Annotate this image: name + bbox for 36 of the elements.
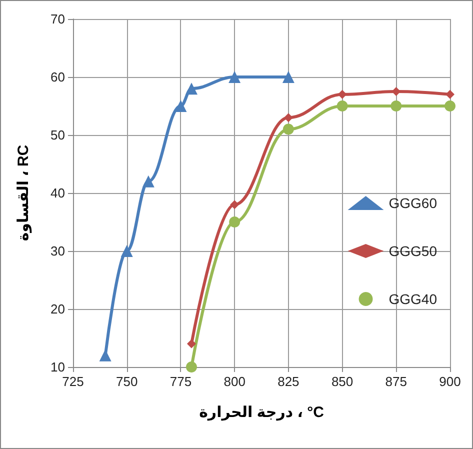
x-tick-label: 875 xyxy=(385,374,407,389)
point xyxy=(282,71,294,83)
point xyxy=(230,200,240,210)
legend-label: GGG60 xyxy=(388,195,438,211)
x-tick-label: 775 xyxy=(170,374,192,389)
x-tick-label: 900 xyxy=(439,374,461,389)
point xyxy=(186,362,197,372)
x-tick-label: 825 xyxy=(278,374,300,389)
point xyxy=(142,175,154,188)
y-tick-label: 10 xyxy=(50,360,65,374)
x-tick-label: 800 xyxy=(224,374,246,389)
point xyxy=(446,90,454,99)
x-tick-label: 850 xyxy=(331,374,354,389)
point xyxy=(185,82,198,95)
x-axis-title: درجة الحرارة ، °C xyxy=(199,404,324,421)
y-axis-title: القساوة ، RC xyxy=(15,144,32,242)
point xyxy=(229,216,240,228)
y-tick-label: 70 xyxy=(50,12,65,26)
point xyxy=(174,100,187,112)
point xyxy=(186,339,196,348)
y-tick-label: 20 xyxy=(50,302,65,316)
x-tick-label: 725 xyxy=(62,374,84,389)
point xyxy=(282,124,294,135)
x-tick-label: 750 xyxy=(116,374,138,389)
point xyxy=(284,113,293,122)
legend-label: GGG50 xyxy=(388,243,438,259)
point xyxy=(120,245,133,257)
point xyxy=(336,100,348,112)
legend-label: GGG40 xyxy=(388,291,438,307)
point xyxy=(390,100,402,112)
y-tick-label: 50 xyxy=(50,128,65,142)
point xyxy=(444,100,456,112)
y-tick-label: 40 xyxy=(50,186,65,200)
y-tick-label: 60 xyxy=(50,70,65,84)
point xyxy=(228,71,241,83)
y-tick-label: 30 xyxy=(50,244,65,258)
